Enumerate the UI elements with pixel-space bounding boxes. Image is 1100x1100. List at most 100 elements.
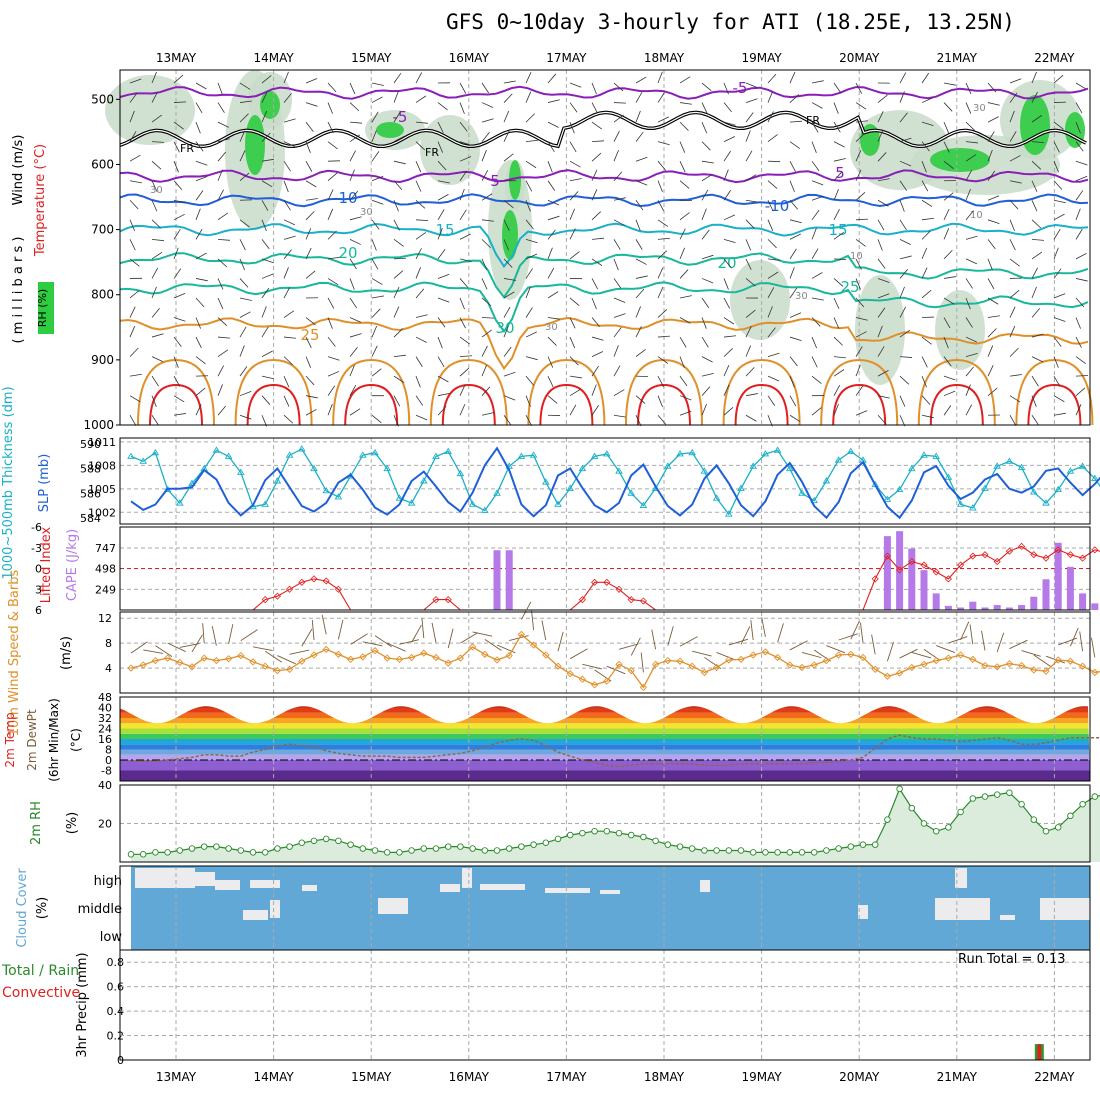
wind-barb (1053, 268, 1062, 279)
wind-barb (459, 82, 467, 94)
wind-barb (459, 141, 472, 146)
wind-barb-10m (606, 665, 626, 675)
wind-speed-marker (212, 656, 221, 665)
wind-barb-10m (191, 634, 203, 653)
rh-marker (713, 847, 720, 854)
wind-barb (195, 102, 203, 114)
wind-barb (811, 195, 824, 201)
boundary-layer-isotherm (625, 358, 703, 426)
rh-marker (249, 849, 257, 856)
wind-barb (943, 141, 950, 153)
temp-band (120, 723, 1090, 729)
isotherm-line (119, 316, 1089, 371)
rh-marker (322, 835, 330, 843)
rh-marker (554, 835, 562, 843)
wind-barb (481, 239, 491, 249)
wind-barb-10m (301, 628, 313, 647)
wind-barb (569, 228, 576, 240)
wind-barb (921, 289, 932, 299)
wind-barb (657, 356, 669, 364)
wind-barb (525, 307, 533, 318)
y-tick-label-right: 249 (95, 583, 116, 596)
wind-barb (1075, 387, 1086, 396)
wind-barb (591, 121, 603, 130)
wind-barb (371, 345, 378, 357)
lifted-index-axis-label: Lifted Index (39, 526, 54, 603)
temp-band (120, 754, 1090, 760)
wind-barb (679, 228, 686, 240)
wind-speed-marker (834, 651, 843, 659)
wind-barb (635, 288, 645, 299)
thickness-marker (237, 468, 245, 475)
wind-speed-marker (1042, 667, 1050, 675)
wind-barb (899, 160, 912, 167)
wind-barb (613, 313, 626, 318)
wind-barb (371, 175, 384, 182)
wind-barb (547, 121, 559, 128)
rh-marker (810, 849, 818, 856)
wind-barb (283, 71, 289, 84)
boundary-layer-isotherm (1015, 358, 1094, 426)
lifted-index-marker (444, 596, 452, 604)
wind-barb (261, 132, 271, 142)
wind-barb (877, 111, 884, 123)
wind-barb (613, 102, 627, 104)
temp-band (120, 697, 1090, 702)
rh-area (131, 788, 1100, 862)
thickness-marker (688, 448, 696, 456)
wind-barb (393, 395, 401, 407)
wind-barb (217, 238, 230, 241)
wind-barb (173, 413, 186, 416)
wind-barb (217, 258, 228, 268)
wind-barb (789, 312, 802, 318)
wind-barb (217, 102, 225, 113)
y-tick-label-left: -3 (31, 542, 42, 555)
wind-barb (151, 286, 157, 299)
thickness-marker (883, 495, 892, 502)
isotherm-label: -5 (393, 108, 408, 126)
wind-barb (943, 297, 955, 305)
rh-marker (298, 839, 306, 847)
rh-high-shading (245, 115, 265, 175)
wind-barb (657, 71, 663, 84)
wind-barb (899, 91, 905, 103)
wind-barb (525, 219, 534, 230)
thickness-marker (273, 477, 282, 484)
wind-barb (855, 120, 868, 123)
rh-marker (408, 847, 415, 854)
wind-barb (261, 395, 271, 405)
wind-barb (723, 365, 730, 377)
wind-barb (415, 219, 428, 222)
x-tick-label-bottom: 21MAY (937, 1070, 978, 1084)
wind-speed-marker (346, 655, 355, 663)
thickness-marker (139, 457, 147, 464)
wind-speed-marker (517, 630, 526, 639)
wind-barb (283, 141, 296, 148)
dewpoint-line (131, 734, 1100, 768)
wind-barb (723, 102, 732, 113)
wind-barb (349, 364, 355, 377)
wind-barb (525, 415, 532, 427)
wind-barb (899, 137, 912, 143)
wind-barb (569, 375, 582, 379)
isotherm-line (119, 193, 1089, 208)
wind-barb (657, 92, 665, 103)
wind-barb-10m (240, 629, 258, 641)
rh-marker (566, 831, 574, 839)
wind-barb (811, 80, 824, 84)
temp-band (120, 749, 1090, 755)
wind-barb (305, 408, 317, 416)
wind-speed-marker (761, 648, 770, 656)
wind-barb (679, 141, 686, 153)
wind-barb (833, 317, 840, 329)
rh-marker (774, 849, 781, 856)
wind-barb (701, 356, 713, 363)
wind-barb (767, 111, 774, 123)
wind-barb (1009, 347, 1019, 357)
wind-barb (261, 200, 269, 211)
wind-barb (173, 317, 186, 322)
wind-barb (943, 375, 956, 381)
thickness-marker (529, 451, 538, 458)
thickness-marker (590, 452, 599, 459)
wind-barb (437, 406, 447, 416)
